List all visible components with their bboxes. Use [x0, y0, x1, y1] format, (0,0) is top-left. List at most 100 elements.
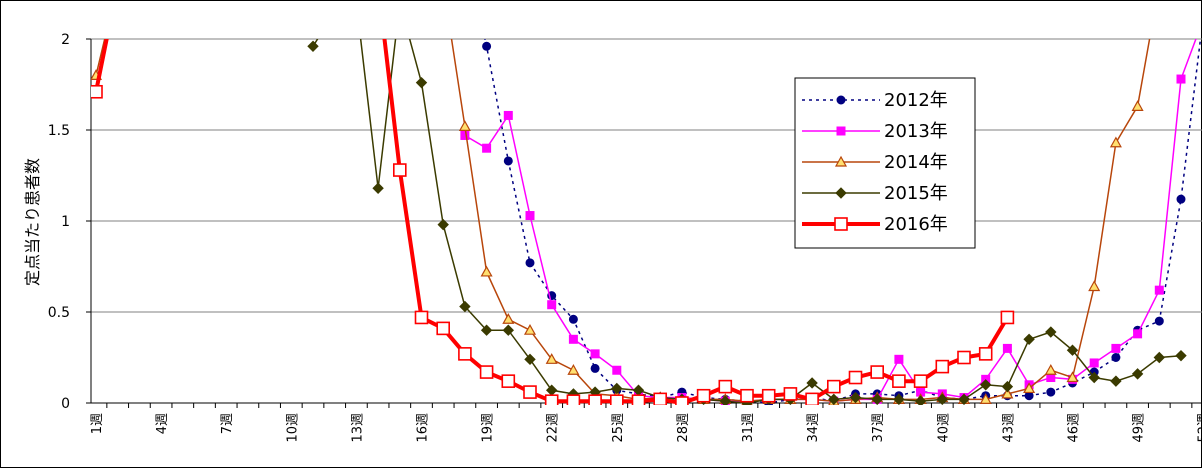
series-line — [312, 39, 1182, 404]
x-tick-label: 40週 — [936, 413, 951, 443]
data-point — [459, 300, 471, 313]
legend-label: 2013年 — [884, 121, 948, 142]
data-point — [1001, 380, 1014, 393]
data-point — [1176, 194, 1186, 204]
data-point — [653, 392, 668, 405]
data-point — [437, 218, 449, 231]
data-point — [1000, 310, 1015, 325]
data-point — [1088, 280, 1101, 292]
data-point — [372, 182, 384, 194]
data-point — [828, 393, 840, 405]
data-point — [436, 321, 451, 336]
data-point — [524, 353, 536, 366]
series-line — [94, 39, 109, 93]
axes: 0 0.5 1 1.5 2 1週 4週 7週 10週 13週 16週 19週 22週 25週 28週 31週 3… — [48, 32, 1202, 443]
x-tick-label: 37週 — [871, 413, 886, 443]
series-line — [450, 39, 1151, 402]
data-point — [480, 265, 493, 277]
data-point — [806, 377, 818, 389]
data-point — [978, 347, 993, 361]
data-point — [1131, 100, 1144, 111]
data-point — [590, 363, 600, 373]
legend-label: 2015年 — [884, 183, 948, 204]
data-point — [696, 388, 711, 403]
data-point — [482, 143, 492, 153]
data-point — [1023, 382, 1036, 394]
data-point — [1133, 329, 1143, 339]
data-point — [502, 324, 515, 336]
data-point — [957, 350, 971, 365]
data-point — [523, 323, 537, 335]
data-point — [568, 334, 578, 344]
data-point — [783, 387, 798, 401]
data-point — [675, 396, 689, 405]
y-tick-label: 0.5 — [48, 305, 70, 321]
data-point — [849, 391, 862, 404]
data-point — [1131, 368, 1144, 380]
data-point — [479, 365, 494, 379]
data-point — [503, 156, 513, 166]
data-point — [914, 395, 927, 405]
data-point — [892, 374, 906, 388]
data-point — [568, 314, 578, 324]
x-tick-label: 10週 — [285, 413, 300, 443]
data-point — [1023, 333, 1035, 346]
data-point — [761, 388, 776, 403]
x-tick-label: 1週 — [90, 413, 105, 434]
data-point — [392, 163, 407, 177]
data-point — [502, 313, 515, 324]
data-point — [544, 394, 559, 405]
data-point — [547, 300, 557, 310]
data-point — [719, 395, 732, 405]
data-point — [414, 310, 429, 325]
data-point — [894, 354, 904, 364]
data-point — [567, 364, 580, 375]
x-tick-label: 25週 — [611, 413, 626, 443]
data-point — [870, 365, 885, 379]
y-tick-label: 1.5 — [48, 123, 70, 139]
data-point — [1111, 343, 1121, 353]
data-point — [1154, 285, 1164, 295]
x-tick-label: 43週 — [1001, 413, 1016, 443]
data-point — [1045, 326, 1057, 338]
legend-marker — [834, 217, 848, 231]
data-point — [612, 365, 622, 375]
data-point — [935, 359, 950, 374]
data-point — [1044, 364, 1057, 375]
data-point — [525, 211, 535, 221]
legend-label: 2016年 — [884, 214, 948, 235]
x-tick-label: 34週 — [806, 413, 821, 443]
data-point — [590, 349, 600, 359]
data-point — [1176, 74, 1186, 84]
data-point — [588, 394, 602, 405]
data-point — [545, 353, 558, 364]
data-point — [958, 393, 970, 405]
series-layer — [91, 39, 1202, 405]
data-point — [482, 41, 492, 51]
data-point — [1002, 343, 1012, 353]
data-point — [826, 379, 841, 394]
data-point — [893, 393, 905, 405]
legend-box — [794, 77, 976, 249]
data-point — [1153, 351, 1166, 364]
data-point — [1066, 371, 1079, 383]
data-point — [611, 382, 623, 395]
data-point — [458, 120, 471, 131]
x-tick-label: 16週 — [416, 413, 431, 443]
data-point — [718, 379, 733, 394]
legend-label: 2014年 — [884, 152, 948, 173]
data-point — [913, 374, 928, 388]
legend-marker — [835, 187, 847, 199]
data-point — [631, 394, 646, 405]
x-tick-label: 22週 — [546, 413, 561, 443]
y-tick-label: 1 — [61, 214, 70, 230]
data-point — [545, 384, 558, 396]
x-tick-label: 13週 — [350, 413, 365, 443]
data-point — [415, 76, 428, 89]
x-tick-label: 52週 — [1197, 413, 1202, 443]
x-tick-label: 7週 — [220, 413, 235, 434]
x-tick-label: 19週 — [481, 413, 496, 443]
data-point — [871, 393, 883, 405]
